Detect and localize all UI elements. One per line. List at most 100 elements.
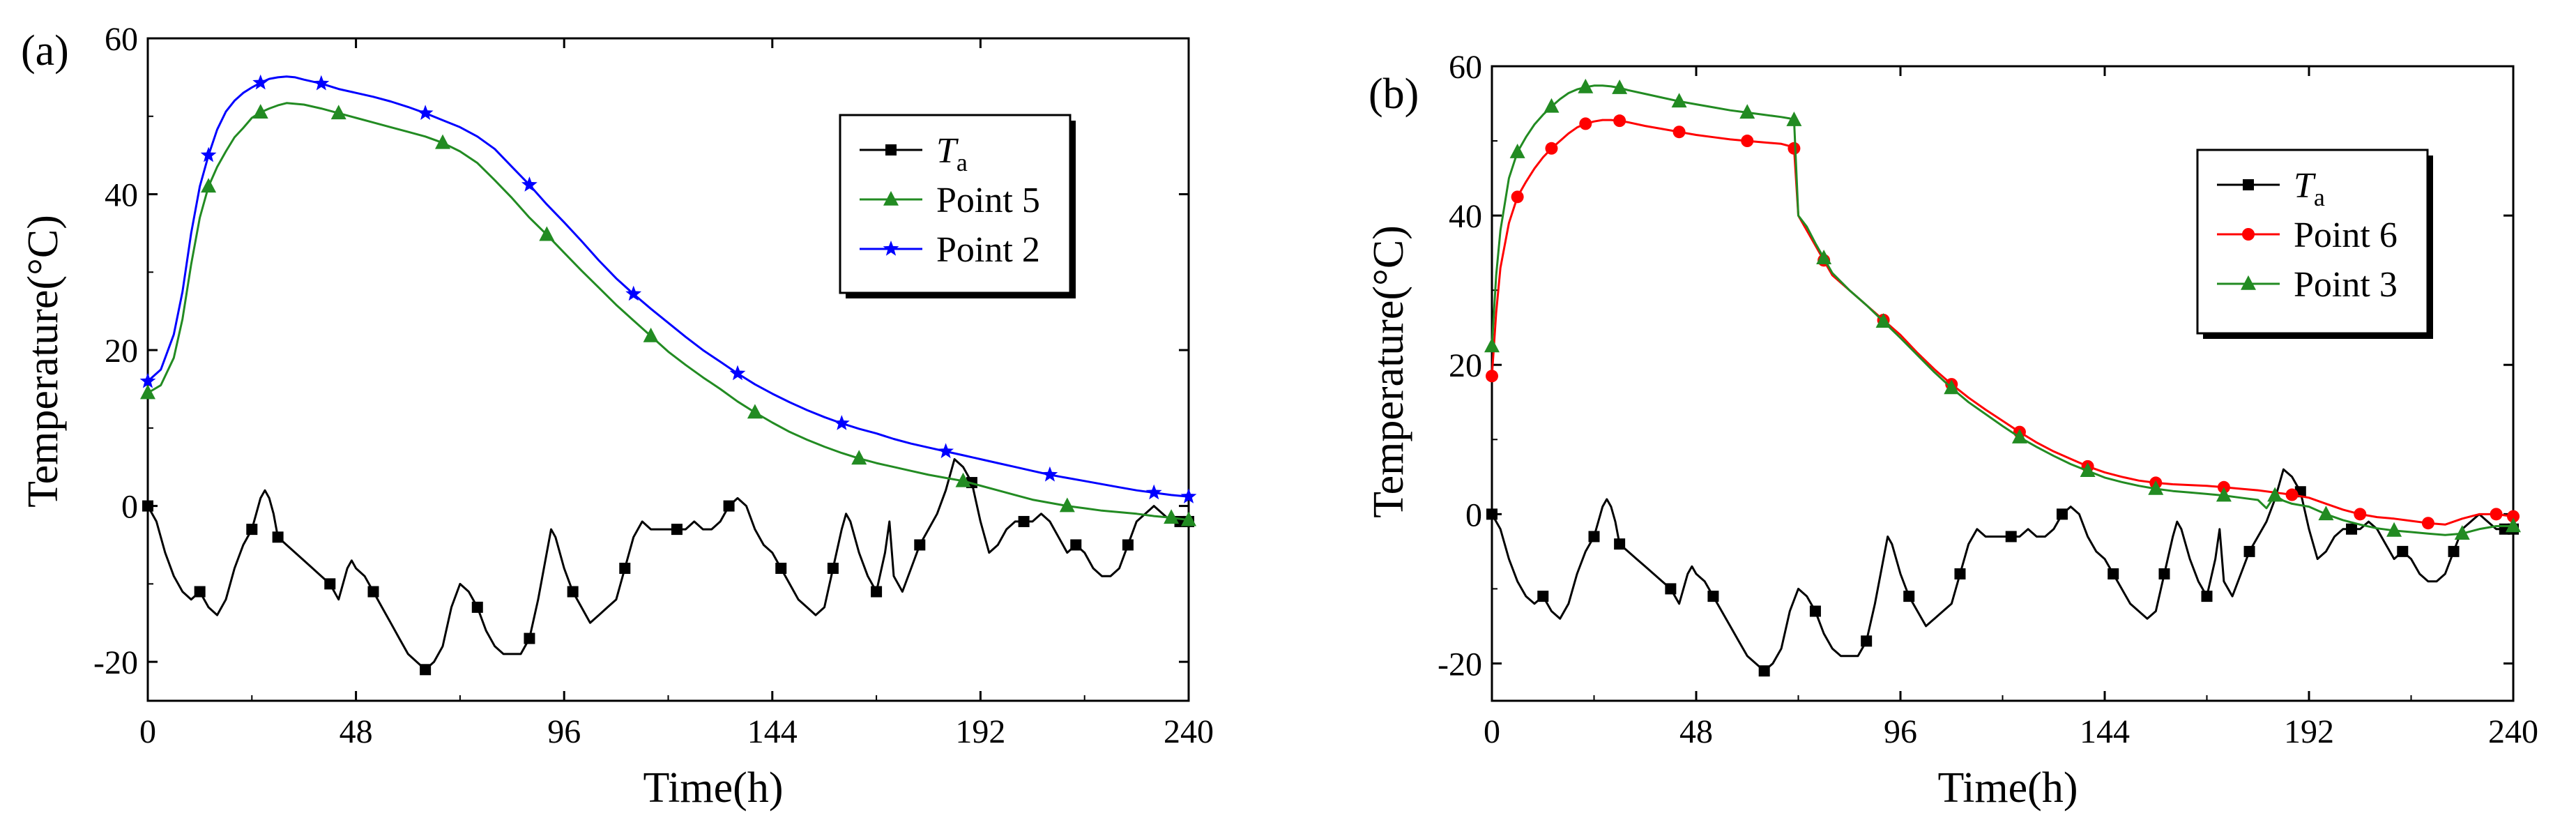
panel-b-series-point-3-marker (1944, 379, 1960, 395)
panel-b-series-point-3-marker (1509, 144, 1525, 158)
panel-b-series-ta-marker (2243, 545, 2255, 557)
panel-a-series-point-2-marker (938, 443, 954, 459)
panel-b-x-tick-label: 144 (2080, 713, 2130, 750)
panel-a-legend-box (839, 114, 1072, 294)
legend-subscript: a (2314, 183, 2325, 211)
panel-b-series-point-3-marker (1739, 104, 1755, 119)
panel-a-series-point-2-marker (729, 365, 746, 381)
panel-b-series-point-6-marker (2285, 488, 2299, 501)
panel-b-series-point-3-marker (2506, 517, 2521, 533)
panel-a-series-ta-marker (827, 563, 839, 574)
panel-a-series-ta-marker (567, 586, 579, 598)
panel-b-legend-box (2196, 149, 2429, 335)
panel-b-series-ta-marker (1809, 605, 1821, 617)
panel-a-series-point-2-marker (1145, 484, 1162, 500)
panel-a-legend-label-point5: Point 5 (936, 181, 1040, 220)
panel-b-series-point-3-marker (2148, 480, 2164, 495)
panel-a-legend-marker-ta (885, 144, 897, 155)
panel-a-series-point-5-marker (140, 384, 155, 400)
panel-b-series-point-3-marker (2454, 525, 2470, 540)
panel-a-series-point-5-marker (539, 226, 555, 241)
panel-b-series-point-6-marker (2490, 508, 2503, 521)
panel-a-x-tick-label: 0 (139, 713, 156, 750)
panel-b-series-point-3-marker (2386, 522, 2402, 537)
panel-b-series-point-6-marker (1579, 117, 1592, 130)
panel-b-series-ta-marker (2346, 523, 2358, 535)
panel-a-x-axis-label: Time(h) (643, 764, 784, 812)
panel-b-series-ta-marker (1903, 591, 1915, 602)
legend-symbol: T (936, 131, 959, 171)
panel-b-x-axis-label: Time(h) (1938, 764, 2078, 812)
panel-a-series-point-2-marker (625, 285, 642, 301)
panel-a-series-ta-marker (1122, 539, 1134, 551)
panel-b-series-point-6-marker (1613, 114, 1626, 128)
panel-b-y-tick-label: 60 (1449, 49, 1482, 86)
panel-b-x-tick-label: 0 (1484, 713, 1500, 750)
panel-a-series-point-5-marker (330, 105, 346, 120)
panel-a-series-point-2-marker (200, 146, 217, 162)
panel-a-series-point-5-marker (252, 104, 268, 119)
panel-a-y-tick-label: -20 (93, 644, 138, 681)
panel-a-series-point-2-marker (521, 176, 538, 192)
panel-a-x-tick-label: 240 (1164, 713, 1214, 750)
panel-b-series-point-3-marker (2080, 462, 2096, 478)
panel-b-series-point-3-marker (1484, 337, 1500, 353)
panel-b-x-tick-label: 240 (2488, 713, 2538, 750)
panel-b-series-point-3-marker (1816, 250, 1832, 264)
panel-a-series-point-5-marker (1181, 511, 1196, 526)
panel-a-series-ta-line (146, 458, 1189, 671)
panel-a-x-tick-label: 144 (747, 713, 798, 750)
legend-subscript: a (957, 149, 968, 176)
panel-b-series-point-6-marker (1511, 190, 1524, 204)
panel-a: (a) Temperature(°C) Time(h) 0 48 96 144 … (20, 21, 1214, 812)
panel-b-series-point-6-marker (2354, 508, 2367, 521)
panel-b-series-point-3-marker (1671, 93, 1687, 108)
panel-b-x-tick-label: 48 (1679, 713, 1713, 750)
panel-b-series-point-3-marker (1544, 98, 1560, 113)
panel-b-series-point-3-marker (1875, 313, 1891, 328)
panel-a-series-ta-marker (723, 500, 735, 512)
panel-b-x-ticks: 0 48 96 144 192 240 (1484, 713, 2538, 750)
panel-b-series-ta-line (1491, 468, 2513, 672)
panel-a-legend-label-point2: Point 2 (936, 230, 1040, 270)
panel-a-series-point-2-line (146, 75, 1189, 498)
panel-a-series-point-2-marker (417, 105, 434, 120)
panel-a-series-ta-marker (775, 563, 787, 574)
panel-b-series-ta-marker (2397, 545, 2409, 557)
panel-b-series-ta-marker (1665, 583, 1677, 595)
panel-b-series-ta-marker (2108, 568, 2119, 579)
panel-b-series-ta-marker (1954, 568, 1966, 579)
panel-b-series-ta-marker (2056, 508, 2068, 520)
panel-a-x-ticks: 0 48 96 144 192 240 (139, 713, 1214, 750)
panel-b-series-point-3-marker (1578, 78, 1594, 93)
panel-a-series-point-2-marker (139, 372, 156, 388)
panel-b-y-tick-label: -20 (1438, 646, 1482, 683)
panel-a-series-ta-marker (246, 524, 258, 536)
panel-a-series-point-2-marker (252, 74, 269, 90)
panel-a-x-tick-label: 48 (340, 713, 373, 750)
panel-b-series-ta-marker (1537, 591, 1549, 602)
panel-a-legend-label-ta: Ta (936, 131, 968, 176)
panel-a-y-tick-label: 60 (105, 21, 138, 58)
panel-b-legend-label-point6: Point 6 (2294, 215, 2398, 255)
panel-b-series-point-3-marker (1612, 79, 1628, 94)
panel-b-legend: Ta Point 6 Point 3 (2196, 149, 2433, 339)
panel-b-legend-marker-point-3 (2241, 275, 2256, 290)
panel-b-legend-label-point3: Point 3 (2294, 265, 2398, 305)
panel-b-series-point-6-marker (1788, 142, 1801, 155)
panel-b-y-tick-label: 0 (1465, 496, 1482, 533)
panel-a-series-ta-marker (914, 539, 926, 551)
panel-a-y-ticks: -20 0 20 40 60 (93, 21, 138, 681)
panel-b: (b) Temperature(°C) Time(h) 0 48 96 144 … (1365, 49, 2538, 812)
panel-b-series-point-6-marker (1672, 126, 1686, 139)
panel-b-series-ta-marker (1486, 508, 1497, 520)
panel-a-y-tick-label: 20 (105, 333, 138, 370)
panel-b-series-ta-marker (2158, 568, 2170, 579)
panel-a-series-ta-marker (871, 586, 883, 598)
panel-a-series-ta-marker (619, 563, 631, 574)
panel-a-y-axis-label: Temperature(°C) (20, 215, 67, 508)
panel-a-x-tick-label: 192 (955, 713, 1005, 750)
panel-b-series-ta-marker (1707, 591, 1719, 602)
panel-a-series-point-5-marker (747, 404, 763, 419)
